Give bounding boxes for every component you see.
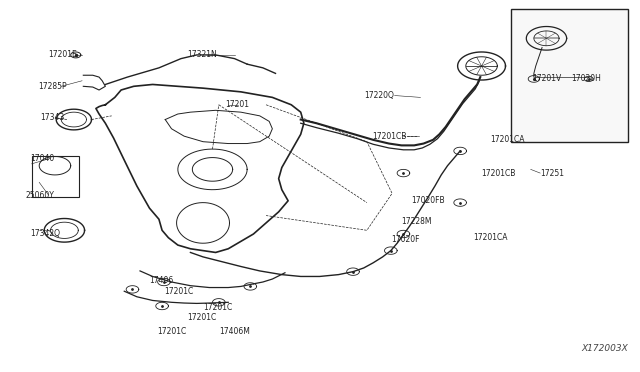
Text: 17040: 17040 xyxy=(29,154,54,163)
Bar xyxy=(511,9,628,142)
Text: 17201CA: 17201CA xyxy=(490,135,525,144)
Text: 17201C: 17201C xyxy=(157,327,187,336)
Text: 17251: 17251 xyxy=(540,169,564,177)
Text: 17201CB: 17201CB xyxy=(372,132,406,141)
Text: 17201CA: 17201CA xyxy=(473,233,508,242)
Text: 17201CB: 17201CB xyxy=(481,169,516,177)
Text: 17285P: 17285P xyxy=(38,82,67,91)
Text: 17020FB: 17020FB xyxy=(411,196,445,205)
Text: 17201: 17201 xyxy=(225,100,249,109)
Text: 17201C: 17201C xyxy=(203,303,232,312)
Text: 17201E: 17201E xyxy=(49,51,77,60)
Text: 17201C: 17201C xyxy=(188,312,216,321)
Text: 17228M: 17228M xyxy=(401,217,432,225)
Bar xyxy=(31,157,79,197)
Text: 17343: 17343 xyxy=(40,113,65,122)
Text: 17201C: 17201C xyxy=(164,287,193,296)
Text: 17020H: 17020H xyxy=(572,74,602,83)
Text: 25060Y: 25060Y xyxy=(26,191,54,200)
Text: 17020F: 17020F xyxy=(391,235,419,244)
Text: 17406M: 17406M xyxy=(219,327,250,336)
Text: 17220Q: 17220Q xyxy=(364,91,394,100)
Text: 17321N: 17321N xyxy=(188,51,217,60)
Text: 17201V: 17201V xyxy=(532,74,561,83)
Text: X172003X: X172003X xyxy=(581,344,628,353)
Text: 17406: 17406 xyxy=(150,276,173,285)
Text: 17342Q: 17342Q xyxy=(29,230,60,238)
